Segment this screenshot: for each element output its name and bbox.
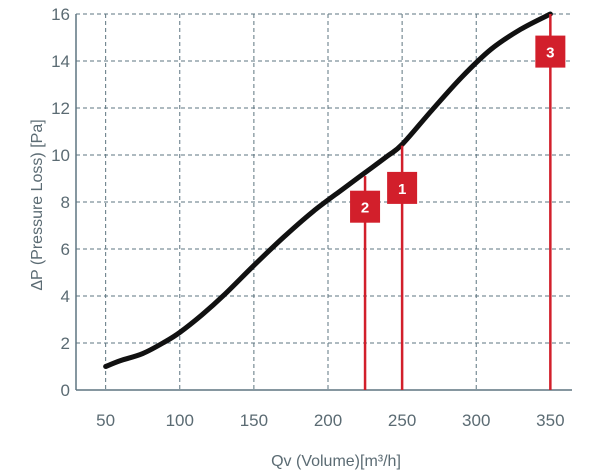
marker-box-2 [350,190,381,223]
y-tick-label: 6 [61,240,70,259]
marker-label-2: 2 [361,200,369,217]
x-tick-label: 300 [462,411,490,430]
markers: 1 2 3 [350,14,566,390]
y-tick-label: 2 [61,334,70,353]
y-tick-label: 16 [51,5,70,24]
axes [75,14,572,391]
y-tick-label: 8 [61,193,70,212]
y-tick-label: 0 [61,381,70,400]
y-tick-label: 10 [51,146,70,165]
pressure-loss-curve [103,11,553,369]
y-tick-label: 4 [61,287,70,306]
x-tick-label: 150 [240,411,268,430]
y-tick-label: 12 [51,99,70,118]
y-tick-label: 14 [51,52,70,71]
x-tick-label: 350 [536,411,564,430]
marker-box-1 [387,171,418,204]
x-tick-label: 100 [166,411,194,430]
marker-box-3 [535,35,566,68]
y-axis-title: ΔP (Pressure Loss) [Pa] [29,119,46,290]
x-tick-label: 50 [96,411,115,430]
marker-label-1: 1 [398,181,406,198]
x-tick-label: 200 [314,411,342,430]
x-tick-label: 250 [388,411,416,430]
marker-label-3: 3 [546,45,554,62]
x-axis-title: Qv (Volume)[m³/h] [271,453,401,470]
